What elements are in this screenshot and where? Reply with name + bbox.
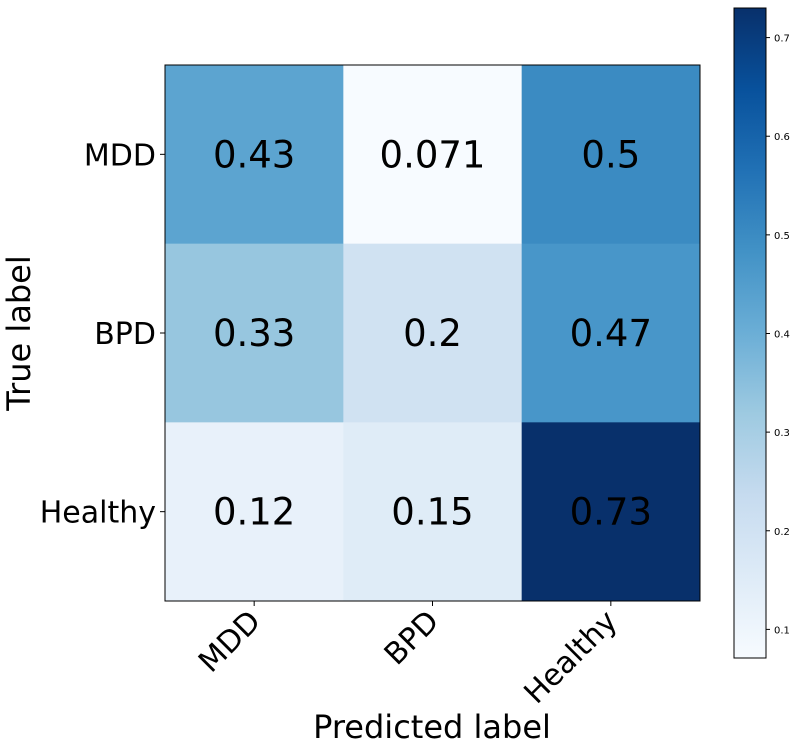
cell-value-r0-c2: 0.5 — [581, 133, 640, 176]
cell-value-r1-c1: 0.2 — [403, 312, 462, 355]
cell-value-r1-c0: 0.33 — [213, 312, 295, 355]
cell-value-r2-c2: 0.73 — [570, 491, 652, 534]
heatmap-cells — [165, 65, 701, 602]
x-axis-label: Predicted label — [313, 708, 551, 746]
colorbar — [733, 7, 767, 659]
colorbar-tick-label: 0.4 — [774, 329, 790, 340]
cell-r0-c0 — [165, 65, 344, 245]
x-tick-label: MDD — [192, 604, 268, 680]
colorbar-ticks: 0.1 0.2 0.3 0.4 0.5 0.6 0.7 — [766, 34, 790, 636]
cell-r1-c0 — [165, 243, 344, 423]
cell-value-r2-c1: 0.15 — [391, 491, 473, 534]
y-tick-label: MDD — [84, 138, 156, 173]
colorbar-tick-label: 0.6 — [774, 132, 790, 143]
cell-r0-c2 — [521, 65, 701, 245]
cell-value-r2-c0: 0.12 — [213, 491, 295, 534]
colorbar-tick-label: 0.2 — [774, 527, 790, 538]
colorbar-tick-label: 0.1 — [774, 625, 790, 636]
colorbar-tick-label: 0.5 — [774, 231, 790, 242]
y-tick-label: Healthy — [40, 496, 156, 531]
cell-value-labels: 0.43 0.071 0.5 0.33 0.2 0.47 0.12 0.15 0.73 — [213, 133, 652, 533]
y-axis-ticks: MDD BPD Healthy — [40, 138, 165, 531]
x-tick-label: Healthy — [518, 604, 625, 711]
cell-r2-c2 — [521, 422, 701, 602]
cell-r1-c1 — [343, 243, 523, 423]
cell-value-r1-c2: 0.47 — [570, 312, 652, 355]
y-axis-label: True label — [0, 255, 38, 412]
x-tick-label: BPD — [378, 604, 446, 672]
cell-r2-c0 — [165, 422, 344, 602]
y-tick-label: BPD — [94, 317, 156, 352]
cell-r1-c2 — [521, 243, 701, 423]
cell-r0-c1 — [343, 65, 523, 245]
cell-value-r0-c0: 0.43 — [213, 133, 295, 176]
colorbar-tick-label: 0.7 — [774, 34, 790, 45]
x-axis-ticks: MDD BPD Healthy — [192, 601, 624, 711]
cell-value-r0-c1: 0.071 — [380, 133, 486, 176]
colorbar-tick-label: 0.3 — [774, 428, 790, 439]
cell-r2-c1 — [343, 422, 523, 602]
